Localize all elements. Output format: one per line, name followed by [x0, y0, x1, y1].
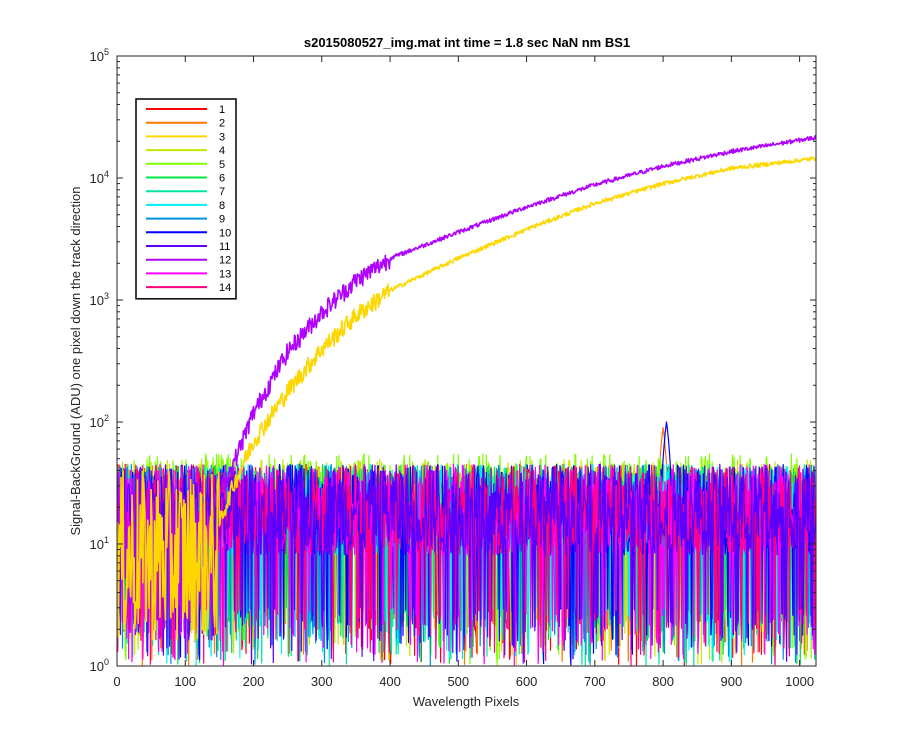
- legend-label-6: 6: [219, 173, 225, 185]
- legend-label-1: 1: [219, 104, 225, 116]
- legend-box: [135, 98, 237, 300]
- legend-label-5: 5: [219, 159, 225, 171]
- legend-label-11: 11: [219, 241, 230, 253]
- y-tick-label: 103: [90, 291, 109, 308]
- y-tick-label: 100: [90, 657, 109, 674]
- series-layer: [117, 134, 816, 666]
- series-line-12: [117, 134, 816, 641]
- legend-label-12: 12: [219, 255, 231, 267]
- series-line-3: [117, 156, 816, 642]
- legend-label-14: 14: [219, 282, 231, 294]
- y-tick-label: 105: [90, 47, 109, 64]
- x-tick-label: 1000: [785, 674, 814, 689]
- x-tick-label: 600: [516, 674, 538, 689]
- x-tick-label: 800: [652, 674, 674, 689]
- x-tick-label: 300: [311, 674, 333, 689]
- x-tick-label: 100: [174, 674, 196, 689]
- legend-label-2: 2: [219, 118, 225, 130]
- legend-label-4: 4: [219, 145, 225, 157]
- legend-label-7: 7: [219, 186, 225, 198]
- y-tick-label: 102: [90, 413, 109, 430]
- x-tick-label: 700: [584, 674, 606, 689]
- x-tick-label: 200: [243, 674, 265, 689]
- x-tick-label: 900: [721, 674, 743, 689]
- plot-frame: [116, 55, 817, 667]
- legend-label-3: 3: [219, 131, 225, 143]
- chart-title: s2015080527_img.mat int time = 1.8 sec N…: [304, 35, 630, 50]
- legend-label-10: 10: [219, 227, 231, 239]
- x-axis-label: Wavelength Pixels: [413, 694, 520, 709]
- y-tick-label: 104: [90, 169, 109, 186]
- legend-label-9: 9: [219, 214, 225, 226]
- y-axis-label: Signal-BackGround (ADU) one pixel down t…: [68, 186, 83, 535]
- legend-label-8: 8: [219, 200, 225, 212]
- x-tick-label: 0: [113, 674, 120, 689]
- series-line-11: [117, 463, 816, 665]
- y-tick-label: 101: [90, 535, 109, 552]
- legend-label-13: 13: [219, 268, 231, 280]
- x-axis: 0 100 200 300 400 500 600 700 800 900 1000: [113, 56, 814, 689]
- x-tick-label: 400: [379, 674, 401, 689]
- x-tick-label: 500: [447, 674, 469, 689]
